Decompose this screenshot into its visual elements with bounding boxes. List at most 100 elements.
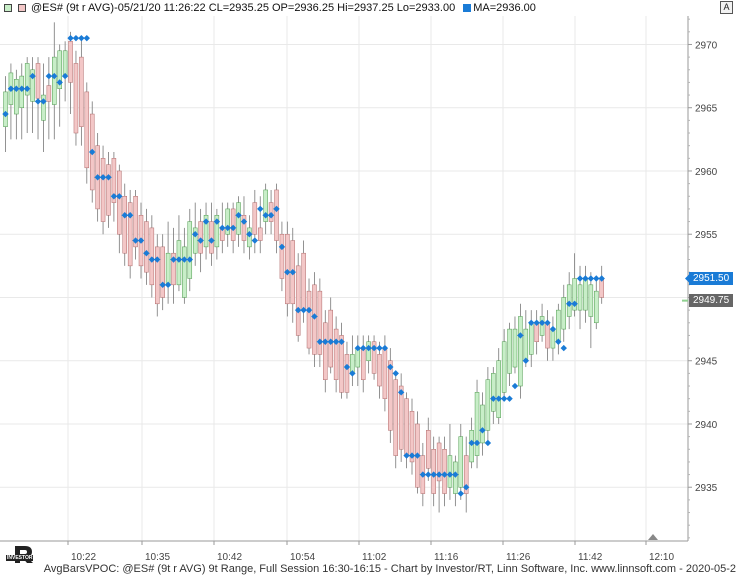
ma-diamond (560, 344, 567, 352)
candle-down (426, 430, 431, 469)
ma-diamond (159, 281, 166, 289)
candle-up (182, 246, 187, 298)
candle-down (117, 170, 122, 235)
bars-toggle-up-icon[interactable] (4, 4, 12, 12)
candle-down (111, 158, 117, 203)
scroll-marker-icon[interactable] (648, 534, 658, 540)
candle-up (518, 316, 523, 387)
ma-diamond (381, 344, 389, 352)
bars-toggle-down-icon[interactable] (18, 4, 26, 12)
ma-diamond (257, 205, 264, 213)
candle-bodies (3, 41, 604, 494)
ma-diamond (425, 471, 432, 478)
ma-diamond (251, 237, 259, 244)
y-tick-label: 2965 (695, 104, 718, 115)
candle-down (241, 214, 247, 241)
candle-up (57, 50, 62, 89)
candle-down (35, 63, 41, 99)
ma-diamond (495, 395, 502, 402)
ma-diamond (29, 72, 36, 80)
candle-up (491, 373, 496, 412)
candle-down (398, 385, 404, 450)
ma-diamond (387, 363, 394, 371)
x-tick-label: 11:42 (578, 552, 603, 563)
ma-diamond (2, 110, 9, 118)
candle-down (382, 347, 388, 399)
x-tick-label: 12:10 (649, 552, 674, 563)
current-price-tag: 2951.50 (689, 271, 734, 285)
ma-diamond (240, 218, 248, 225)
ma-diamond (354, 344, 361, 352)
chart-menu-button[interactable]: A (720, 1, 733, 14)
ma-diamond (116, 193, 123, 200)
candle-up (24, 63, 30, 96)
logo-text: INVESTOR (6, 555, 34, 561)
candle-down (133, 196, 138, 248)
ma-diamond (132, 237, 139, 244)
ma-legend-icon[interactable] (463, 4, 472, 12)
ma-diamond (392, 370, 399, 377)
ma-diamond (441, 471, 448, 478)
ma-diamond (370, 344, 378, 352)
ma-diamond (322, 338, 329, 345)
ma-diamond (89, 148, 96, 156)
ma-diamond (197, 237, 204, 244)
ma-diamond (397, 389, 405, 396)
ma-diamond (78, 34, 85, 42)
ma-diamond (278, 243, 286, 251)
ma-diamond (94, 174, 101, 181)
candle-down (160, 246, 165, 298)
x-tick-label: 11:26 (506, 552, 531, 563)
candle-up (485, 379, 491, 431)
candle-down (545, 322, 550, 349)
candle-up (3, 91, 8, 127)
ma-diamond (267, 212, 275, 219)
candle-up (214, 214, 220, 248)
ma-diamond (360, 344, 367, 352)
candle-down (106, 164, 111, 216)
ma-diamond (246, 231, 253, 238)
candle-up (263, 189, 268, 222)
ma-diamond (181, 256, 188, 263)
ma-diamond (154, 256, 161, 263)
ma-diamond (294, 306, 302, 314)
x-tick-label: 11:02 (362, 552, 387, 563)
ma-diamond (549, 325, 557, 333)
candle-up (187, 221, 193, 279)
ma-diamond (224, 224, 231, 232)
y-tick-label: 2970 (695, 40, 718, 51)
candle-up (512, 328, 518, 368)
ma-diamond (408, 452, 416, 459)
candle-down (388, 360, 393, 431)
ma-diamond (34, 98, 42, 105)
moving-average-markers (2, 34, 605, 497)
ma-diamond (208, 237, 215, 244)
ma-diamond (571, 300, 578, 308)
ma-diamond (593, 275, 600, 282)
candle-down (171, 252, 176, 286)
candle-down (46, 85, 52, 102)
candle-down (257, 227, 263, 241)
ma-diamond (126, 212, 134, 219)
candle-up (14, 79, 19, 115)
ma-diamond (110, 193, 118, 200)
candle-up (501, 341, 507, 393)
candle-up (583, 278, 588, 311)
ma-diamond (45, 72, 53, 80)
candle-down (279, 233, 285, 279)
ma-diamond (528, 319, 535, 326)
y-tick-label: 2945 (695, 357, 718, 368)
candle-up (480, 404, 485, 444)
candle-down (377, 354, 382, 387)
ma-diamond (99, 174, 107, 181)
candle-up (458, 436, 464, 488)
ma-diamond (143, 249, 150, 257)
candle-up (507, 328, 512, 374)
y-tick-label: 2935 (695, 483, 718, 494)
candle-down (100, 158, 106, 222)
ma-diamond (18, 85, 25, 92)
ma-diamond (72, 34, 80, 42)
ma-diamond (511, 382, 519, 390)
y-tick-label: 2960 (695, 167, 718, 178)
